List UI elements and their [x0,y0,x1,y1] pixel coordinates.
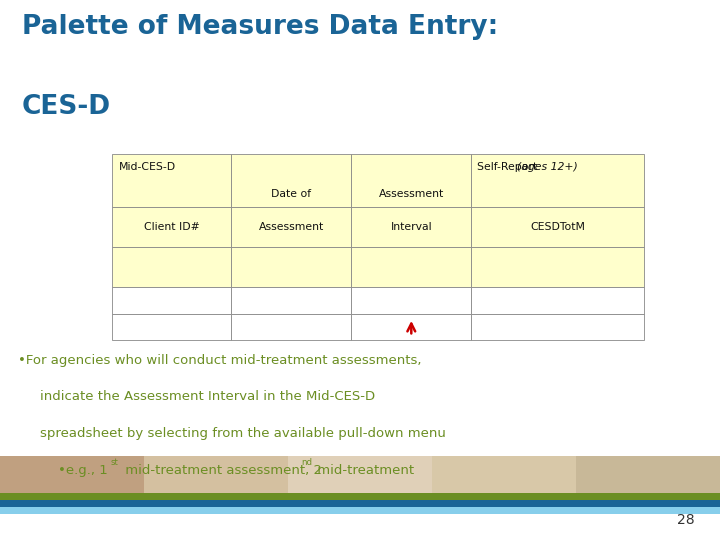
Bar [232,247,351,287]
Text: mid-treatment assessment, 2: mid-treatment assessment, 2 [121,464,322,477]
Bar [351,247,472,287]
Text: Assessment: Assessment [379,188,444,199]
Text: indicate the Assessment Interval in the Mid-CES-D: indicate the Assessment Interval in the … [40,390,374,403]
Bar [232,207,351,247]
Text: 28: 28 [678,512,695,526]
Bar [351,314,472,340]
Text: Date of: Date of [271,188,312,199]
Bar [0,456,144,493]
Text: assessment: assessment [72,501,150,514]
Bar [471,247,644,287]
Bar [112,247,232,287]
Text: CES-D: CES-D [22,94,111,120]
Text: (ages 12+): (ages 12+) [517,162,577,172]
Text: CESDTotM: CESDTotM [531,222,585,232]
Bar [232,154,351,207]
Bar [471,154,644,207]
Bar [0,456,720,493]
Text: mid-treatment: mid-treatment [313,464,414,477]
Bar [471,287,644,314]
Text: nd: nd [301,458,312,468]
Bar [351,154,472,207]
Bar [112,287,232,314]
Text: Mid-CES-D: Mid-CES-D [119,162,176,172]
Bar [0,500,720,507]
Text: Self-Report: Self-Report [477,162,541,172]
Bar [351,287,472,314]
Bar [576,456,720,493]
Bar [144,456,288,493]
Text: Interval: Interval [390,222,432,232]
Bar [112,154,232,207]
Bar [0,493,720,500]
Text: st: st [110,458,118,468]
Text: •For agencies who will conduct mid-treatment assessments,: •For agencies who will conduct mid-treat… [18,354,421,367]
Bar [471,314,644,340]
Bar [0,507,720,514]
Bar [351,207,472,247]
Bar [432,456,576,493]
Text: Palette of Measures Data Entry:: Palette of Measures Data Entry: [22,14,498,39]
Text: •e.g., 1: •e.g., 1 [58,464,107,477]
Bar [112,207,232,247]
Text: Assessment: Assessment [258,222,324,232]
Bar [232,314,351,340]
Text: Client ID#: Client ID# [144,222,199,232]
Bar [288,456,432,493]
Bar [471,207,644,247]
Bar [112,314,232,340]
Bar [232,287,351,314]
Text: spreadsheet by selecting from the available pull-down menu: spreadsheet by selecting from the availa… [40,427,446,440]
